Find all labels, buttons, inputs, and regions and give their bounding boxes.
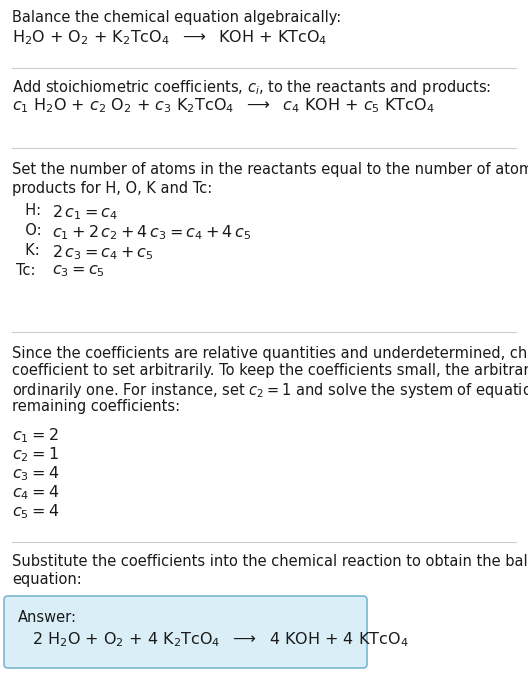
Text: $c_1$ H$_2$O + $c_2$ O$_2$ + $c_3$ K$_2$TcO$_4$  $\longrightarrow$  $c_4$ KOH + : $c_1$ H$_2$O + $c_2$ O$_2$ + $c_3$ K$_2$… xyxy=(12,96,435,115)
Text: O:: O: xyxy=(16,223,42,238)
Text: Set the number of atoms in the reactants equal to the number of atoms in the: Set the number of atoms in the reactants… xyxy=(12,162,528,177)
Text: $c_1 = 2$: $c_1 = 2$ xyxy=(12,426,59,445)
Text: 2 H$_2$O + O$_2$ + 4 K$_2$TcO$_4$  $\longrightarrow$  4 KOH + 4 KTcO$_4$: 2 H$_2$O + O$_2$ + 4 K$_2$TcO$_4$ $\long… xyxy=(32,630,409,648)
Text: $c_4 = 4$: $c_4 = 4$ xyxy=(12,483,59,501)
FancyBboxPatch shape xyxy=(4,596,367,668)
Text: $2\,c_3 = c_4 + c_5$: $2\,c_3 = c_4 + c_5$ xyxy=(52,243,154,262)
Text: $c_3 = 4$: $c_3 = 4$ xyxy=(12,464,59,483)
Text: $c_1 + 2\,c_2 + 4\,c_3 = c_4 + 4\,c_5$: $c_1 + 2\,c_2 + 4\,c_3 = c_4 + 4\,c_5$ xyxy=(52,223,251,242)
Text: K:: K: xyxy=(16,243,40,258)
Text: products for H, O, K and Tc:: products for H, O, K and Tc: xyxy=(12,181,212,196)
Text: Add stoichiometric coefficients, $c_i$, to the reactants and products:: Add stoichiometric coefficients, $c_i$, … xyxy=(12,78,491,97)
Text: $c_5 = 4$: $c_5 = 4$ xyxy=(12,502,59,521)
Text: equation:: equation: xyxy=(12,572,82,587)
Text: Since the coefficients are relative quantities and underdetermined, choose a: Since the coefficients are relative quan… xyxy=(12,346,528,361)
Text: Substitute the coefficients into the chemical reaction to obtain the balanced: Substitute the coefficients into the che… xyxy=(12,554,528,569)
Text: $2\,c_1 = c_4$: $2\,c_1 = c_4$ xyxy=(52,203,118,222)
Text: $c_2 = 1$: $c_2 = 1$ xyxy=(12,445,59,464)
Text: $c_3 = c_5$: $c_3 = c_5$ xyxy=(52,263,105,279)
Text: remaining coefficients:: remaining coefficients: xyxy=(12,398,180,414)
Text: H$_2$O + O$_2$ + K$_2$TcO$_4$  $\longrightarrow$  KOH + KTcO$_4$: H$_2$O + O$_2$ + K$_2$TcO$_4$ $\longrigh… xyxy=(12,28,327,47)
Text: ordinarily one. For instance, set $c_2 = 1$ and solve the system of equations fo: ordinarily one. For instance, set $c_2 =… xyxy=(12,381,528,400)
Text: Tc:: Tc: xyxy=(16,263,35,278)
Text: H:: H: xyxy=(16,203,41,218)
Text: coefficient to set arbitrarily. To keep the coefficients small, the arbitrary va: coefficient to set arbitrarily. To keep … xyxy=(12,363,528,379)
Text: Answer:: Answer: xyxy=(18,610,77,625)
Text: Balance the chemical equation algebraically:: Balance the chemical equation algebraica… xyxy=(12,10,341,25)
